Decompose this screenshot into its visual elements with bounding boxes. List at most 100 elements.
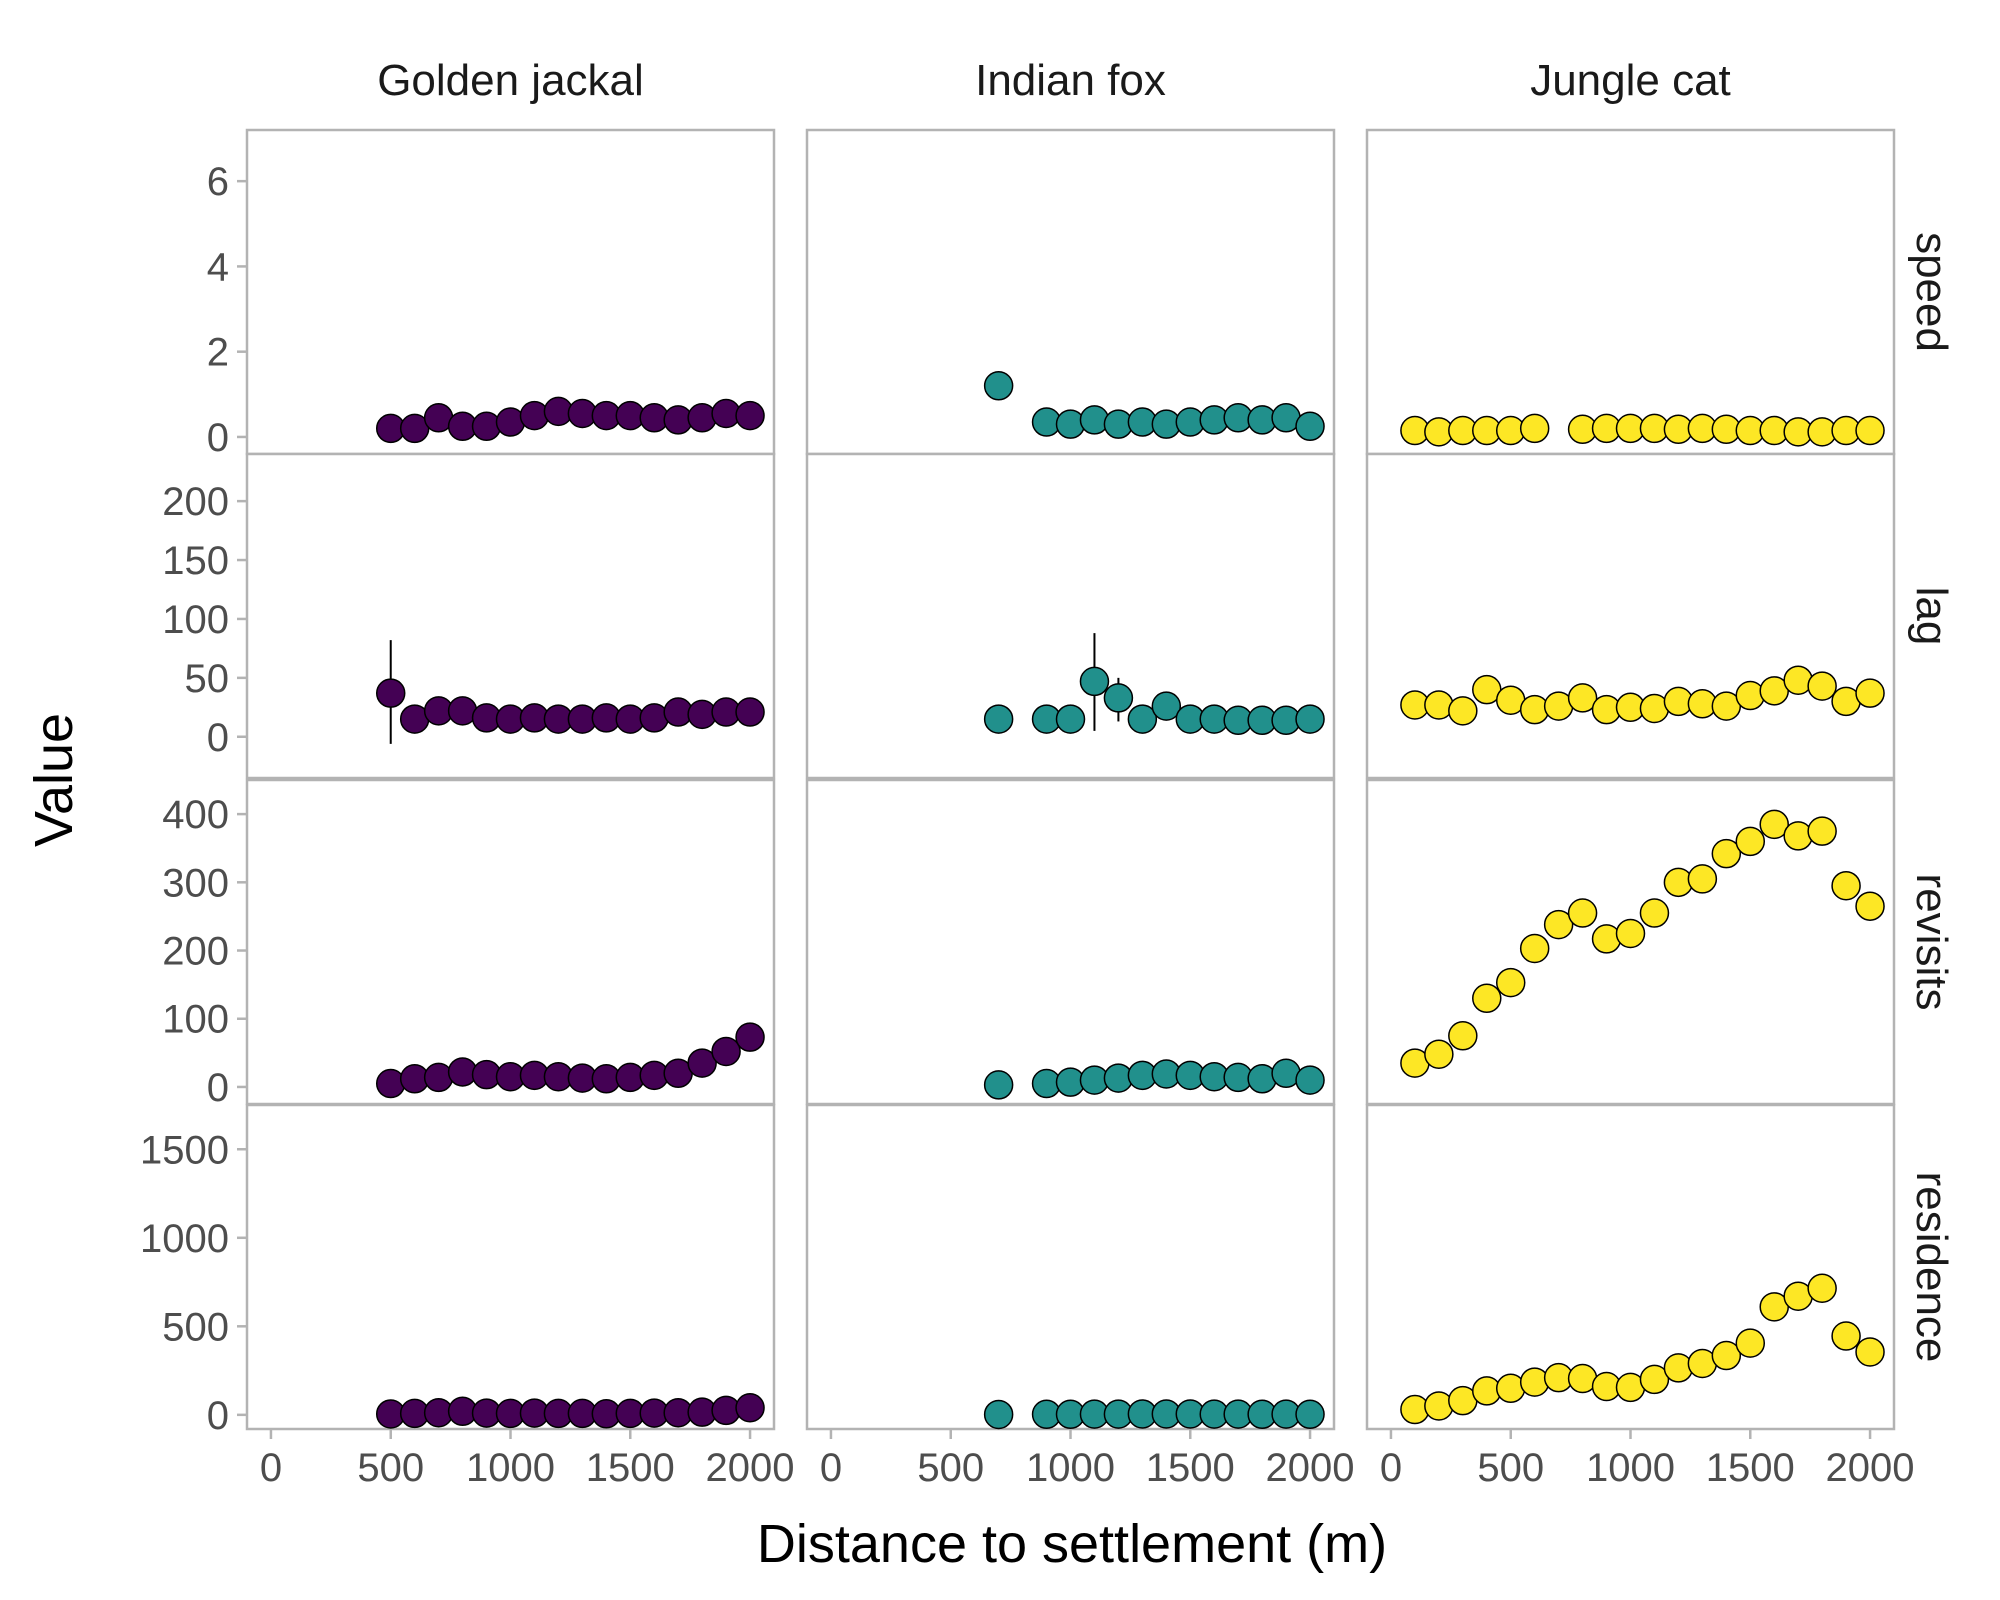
panel-frame: [1365, 452, 1896, 780]
x-tick-label: 1000: [1586, 1446, 1675, 1490]
x-tick-label: 0: [820, 1446, 842, 1490]
data-point: [1855, 1337, 1885, 1367]
data-point: [1472, 983, 1502, 1014]
y-tick-label: 2: [207, 331, 229, 375]
y-tick-label: 50: [185, 657, 230, 701]
data-point: [1151, 691, 1182, 721]
panel-frame: [805, 778, 1336, 1106]
data-point: [1295, 411, 1325, 442]
data-point: [1711, 838, 1742, 869]
y-tick-label: 100: [162, 998, 229, 1042]
data-point: [1424, 1039, 1454, 1069]
data-point: [519, 400, 550, 431]
data-point: [1735, 1328, 1766, 1358]
data-point: [1783, 821, 1813, 851]
x-tick-label: 0: [1380, 1446, 1402, 1490]
y-tick-label: 0: [207, 416, 229, 460]
strip-label-speed: speed: [1907, 232, 1956, 352]
panel-jungle-cat-lag: [1365, 452, 1896, 780]
strip-label-residence: residence: [1907, 1172, 1956, 1363]
data-point: [711, 1036, 741, 1067]
panel-golden-jackal-speed: [245, 128, 776, 456]
panel-indian-fox-residence: [805, 1103, 1336, 1431]
x-tick-label: 1500: [1146, 1446, 1235, 1490]
x-tick-label: 2000: [1266, 1446, 1355, 1490]
data-point: [1831, 1321, 1861, 1351]
x-tick-label: 2000: [706, 1446, 795, 1490]
data-point: [1759, 809, 1789, 840]
y-tick-label: 0: [207, 1066, 229, 1110]
data-point: [735, 697, 765, 727]
data-point: [1295, 1399, 1325, 1430]
panels-layer: Golden jackal Indian fox Jungle cat speed la…: [140, 56, 1956, 1490]
y-axis-title: Value: [24, 713, 84, 847]
data-point: [1567, 683, 1598, 713]
y-tick-label: 6: [207, 160, 229, 204]
data-point: [471, 411, 502, 442]
data-point: [1663, 1353, 1694, 1383]
x-tick-label: 1500: [586, 1446, 675, 1490]
panel-jungle-cat-revisits: [1365, 778, 1896, 1106]
strip-label-revisits: revisits: [1907, 874, 1956, 1011]
x-tick-label: 1000: [1026, 1446, 1115, 1490]
data-point: [1567, 898, 1598, 928]
panel-jungle-cat-residence: [1365, 1103, 1896, 1431]
data-point: [1807, 1273, 1837, 1303]
panel-golden-jackal-residence: [245, 1103, 776, 1431]
y-tick-label: 0: [207, 1394, 229, 1438]
y-tick-label: 400: [162, 793, 229, 837]
y-tick-label: 1000: [140, 1217, 229, 1261]
data-point: [1448, 696, 1478, 726]
data-point: [1591, 924, 1622, 954]
data-point: [375, 1068, 406, 1099]
x-tick-label: 500: [917, 1446, 984, 1490]
x-tick-label: 500: [1477, 1446, 1544, 1490]
panel-frame: [805, 1103, 1336, 1431]
data-point: [1424, 1391, 1454, 1421]
y-tick-label: 300: [162, 861, 229, 905]
data-point: [1639, 898, 1670, 928]
data-point: [1735, 680, 1766, 711]
data-point: [983, 704, 1014, 734]
data-point: [735, 1393, 765, 1423]
data-point: [423, 1062, 454, 1093]
data-point: [983, 371, 1014, 401]
panel-frame: [245, 1103, 776, 1431]
strip-label-indian-fox: Indian fox: [975, 56, 1166, 105]
data-point: [1295, 704, 1325, 734]
data-point: [1615, 918, 1646, 949]
data-point: [1807, 671, 1837, 701]
data-point: [1055, 409, 1086, 439]
panel-indian-fox-speed: [805, 128, 1336, 456]
panel-indian-fox-revisits: [805, 778, 1336, 1106]
data-point: [1079, 666, 1110, 697]
data-point: [1687, 864, 1718, 894]
data-point: [1247, 1064, 1277, 1094]
x-tick-label: 0: [260, 1446, 282, 1490]
data-point: [1448, 1021, 1478, 1051]
y-tick-label: 100: [162, 598, 229, 642]
panel-frame: [245, 778, 776, 1106]
data-point: [1735, 826, 1766, 857]
data-point: [1055, 704, 1086, 734]
data-point: [1855, 678, 1885, 708]
strip-label-lag: lag: [1907, 587, 1956, 646]
data-point: [1855, 891, 1885, 921]
data-point: [983, 1399, 1014, 1430]
data-point: [983, 1070, 1014, 1100]
data-point: [1127, 704, 1158, 734]
strip-label-golden-jackal: Golden jackal: [377, 56, 644, 105]
x-tick-label: 500: [357, 1446, 424, 1490]
data-point: [735, 400, 765, 431]
data-point: [1519, 1367, 1550, 1397]
data-point: [1519, 933, 1550, 964]
data-point: [1295, 1065, 1325, 1095]
data-point: [735, 1022, 765, 1052]
panel-golden-jackal-lag: [245, 452, 776, 780]
data-point: [687, 1048, 717, 1078]
x-tick-label: 1000: [466, 1446, 555, 1490]
y-tick-label: 200: [162, 930, 229, 974]
data-point: [1855, 415, 1885, 446]
data-point: [1543, 909, 1574, 940]
